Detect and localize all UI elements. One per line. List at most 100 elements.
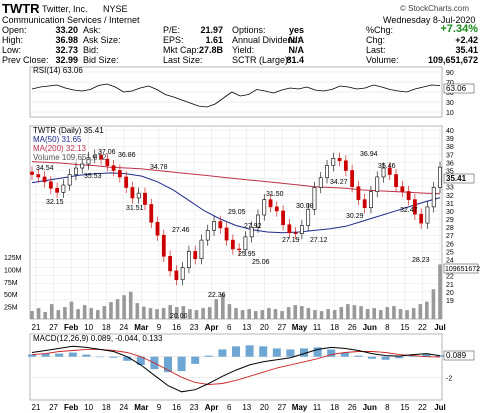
candle-body	[224, 227, 229, 241]
x-tick-label: 15	[400, 403, 409, 412]
x-tick-label: 26	[348, 403, 357, 412]
volume-bar	[240, 310, 245, 319]
macd-histogram-bar	[136, 356, 145, 365]
candle-body	[375, 176, 380, 192]
volume-bar	[365, 309, 370, 319]
mkt-cap-value: 27.8B	[198, 45, 223, 55]
price-tick-label: 20	[446, 290, 454, 297]
volume-bar	[168, 305, 172, 319]
volume-bar	[142, 306, 146, 319]
eps-label: EPS:	[163, 35, 184, 45]
candle-body	[337, 158, 342, 162]
candle-body	[419, 213, 424, 224]
macd-histogram-bar	[82, 354, 91, 357]
x-tick-label: 18	[102, 323, 111, 332]
volume-bar	[392, 306, 396, 319]
volume-bar	[49, 304, 54, 319]
brand-watermark: © StockCharts.com	[400, 4, 470, 13]
options-label: Options:	[232, 25, 266, 35]
volume-bar	[398, 309, 403, 319]
volume-value: 109,651,672	[427, 55, 478, 65]
volume-bar	[109, 302, 113, 319]
macd-histogram-bar	[218, 349, 227, 357]
volume-bar	[221, 294, 225, 319]
volume-bar	[260, 310, 265, 319]
candle-body	[230, 239, 235, 250]
price-tick-label: 33	[446, 185, 454, 192]
price-annotation: 28.23	[412, 257, 430, 264]
candle-body	[30, 171, 34, 175]
volume-bar	[102, 306, 107, 319]
candle-body	[180, 267, 185, 281]
macd-histogram-bar	[204, 355, 213, 357]
prev-close-label: Prev Close:	[2, 55, 49, 65]
bid-size-label: Bid Size:	[83, 55, 119, 65]
volume-legend: Volume 109,651,672	[33, 153, 107, 162]
high-value: 36.98	[55, 35, 78, 45]
yield-label: Yield:	[232, 45, 255, 55]
mkt-cap-label: Mkt Cap:	[163, 45, 200, 55]
x-tick-label: 22	[418, 323, 427, 332]
candle-body	[55, 187, 60, 193]
candle-body	[362, 199, 367, 209]
candle-body	[124, 176, 129, 188]
candle-body	[205, 230, 210, 241]
x-tick-label: 27	[277, 323, 286, 332]
x-tick-label: 13	[242, 403, 251, 412]
annual-dividend-value: N/A	[288, 35, 305, 45]
macd-histogram-bar	[300, 348, 308, 357]
x-tick-label: 23	[190, 403, 199, 412]
candle-body	[394, 174, 398, 187]
ma200-line	[31, 161, 441, 195]
volume-bar	[128, 291, 133, 319]
macd-histogram-bar	[286, 349, 295, 357]
x-tick-label: Jun	[363, 323, 377, 332]
x-tick-label: 6	[227, 323, 232, 332]
price-annotation: 25.06	[252, 259, 270, 266]
volume-label: Volume:	[366, 55, 399, 65]
candle-body	[293, 232, 298, 234]
volume-bar	[63, 307, 67, 319]
candle-body	[212, 221, 216, 231]
x-tick-label: Jun	[363, 403, 377, 412]
volume-bar	[359, 306, 363, 319]
volume-bar	[267, 308, 271, 319]
price-annotation: 27.12	[310, 237, 328, 244]
volume-bar	[30, 311, 34, 319]
price-annotation: 27.19	[282, 237, 300, 244]
macd-histogram-bar	[96, 356, 104, 358]
price-annotation: 34.27	[330, 179, 348, 186]
x-tick-label: 24	[119, 323, 128, 332]
rsi-tick-label: 50	[446, 90, 454, 97]
candle-body	[431, 187, 436, 208]
price-annotation: 27.92	[244, 223, 262, 230]
price-annotation: 34.78	[150, 164, 168, 171]
x-tick-label: Mar	[134, 403, 148, 412]
price-annotation: 29.05	[228, 209, 246, 216]
rsi-last-value: 63.06	[446, 84, 467, 93]
volume-bar	[69, 301, 74, 319]
volume-bar	[253, 311, 258, 319]
macd-histogram-bar	[422, 353, 431, 357]
candle-body	[61, 184, 66, 193]
candle-body	[136, 192, 141, 199]
pct-chg-value: +7.34%	[440, 23, 478, 35]
volume-bar	[214, 299, 219, 319]
macd-panel	[29, 333, 443, 401]
x-tick-label: May	[292, 323, 308, 332]
candle-body	[387, 167, 392, 175]
price-tick-label: 29	[446, 217, 454, 224]
price-tick-label: 19	[446, 298, 454, 305]
macd-histogram-bar	[408, 355, 417, 357]
volume-tick-label: 75M	[4, 280, 18, 287]
rsi-tick-label: 30	[446, 100, 454, 107]
candle-body	[199, 239, 204, 260]
macd-histogram-bar	[28, 354, 36, 357]
low-value: 32.73	[55, 45, 78, 55]
volume-bar	[194, 310, 199, 319]
price-annotation: 31.51	[126, 205, 144, 212]
candle-body	[306, 209, 311, 226]
price-annotation: 35.53	[84, 173, 102, 180]
volume-bar	[418, 304, 423, 319]
macd-histogram-bar	[395, 356, 404, 359]
